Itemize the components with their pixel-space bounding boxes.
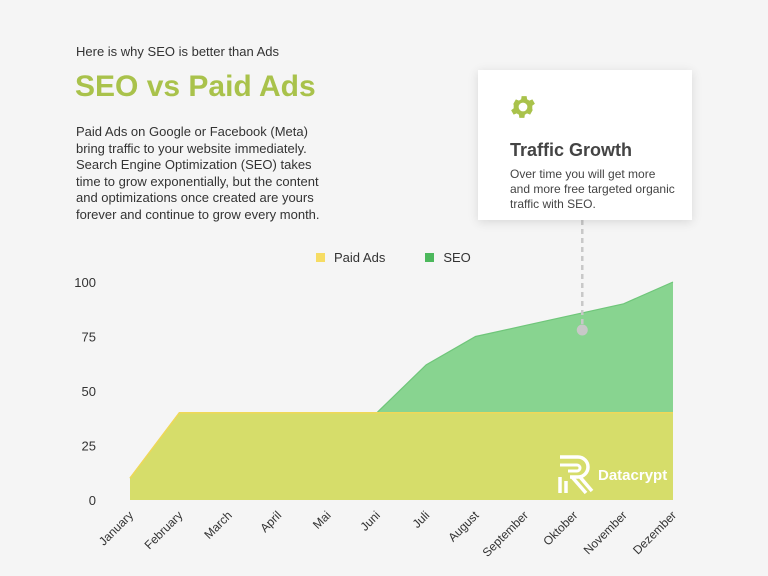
y-tick-label: 50 bbox=[82, 384, 96, 399]
traffic-growth-callout: Traffic Growth Over time you will get mo… bbox=[478, 70, 692, 220]
callout-connector-dot bbox=[576, 324, 588, 336]
x-tick-label: September bbox=[480, 508, 531, 559]
brand-name: Datacrypt bbox=[598, 466, 668, 484]
gear-icon bbox=[511, 96, 535, 118]
chart-legend: Paid Ads SEO bbox=[316, 250, 471, 265]
x-tick-label: Oktober bbox=[540, 508, 580, 548]
callout-text: Over time you will get more and more fre… bbox=[510, 167, 675, 211]
callout-title: Traffic Growth bbox=[510, 140, 633, 160]
y-tick-label: 25 bbox=[82, 439, 96, 454]
eyebrow-text: Here is why SEO is better than Ads bbox=[76, 44, 280, 59]
x-tick-label: April bbox=[257, 508, 284, 535]
legend-item-paid-ads: Paid Ads bbox=[316, 250, 385, 265]
page-title: SEO vs Paid Ads bbox=[75, 70, 316, 103]
x-tick-label: Mai bbox=[310, 508, 334, 532]
description-text: Paid Ads on Google or Facebook (Meta) br… bbox=[76, 124, 320, 222]
legend-label-paid-ads: Paid Ads bbox=[334, 250, 386, 265]
brand-logo: Datacrypt bbox=[558, 455, 667, 495]
x-tick-label: March bbox=[201, 508, 234, 541]
y-tick-label: 100 bbox=[74, 275, 96, 290]
legend-item-seo: SEO bbox=[425, 250, 471, 265]
x-tick-label: January bbox=[96, 508, 136, 548]
legend-label-seo: SEO bbox=[443, 250, 471, 265]
y-tick-label: 0 bbox=[89, 493, 96, 508]
y-tick-label: 75 bbox=[82, 330, 96, 345]
legend-swatch-paid-ads bbox=[316, 253, 325, 262]
x-tick-label: Juli bbox=[410, 508, 433, 531]
x-tick-label: Dezember bbox=[630, 508, 679, 557]
x-tick-label: February bbox=[142, 508, 186, 552]
paid-ads-area bbox=[130, 412, 673, 500]
datacrypt-logo-icon bbox=[558, 455, 594, 495]
legend-swatch-seo bbox=[425, 253, 435, 262]
paid-ads-line bbox=[129, 412, 673, 479]
x-tick-label: August bbox=[445, 508, 482, 545]
x-tick-label: Juni bbox=[357, 508, 382, 533]
x-tick-label: November bbox=[581, 508, 630, 557]
